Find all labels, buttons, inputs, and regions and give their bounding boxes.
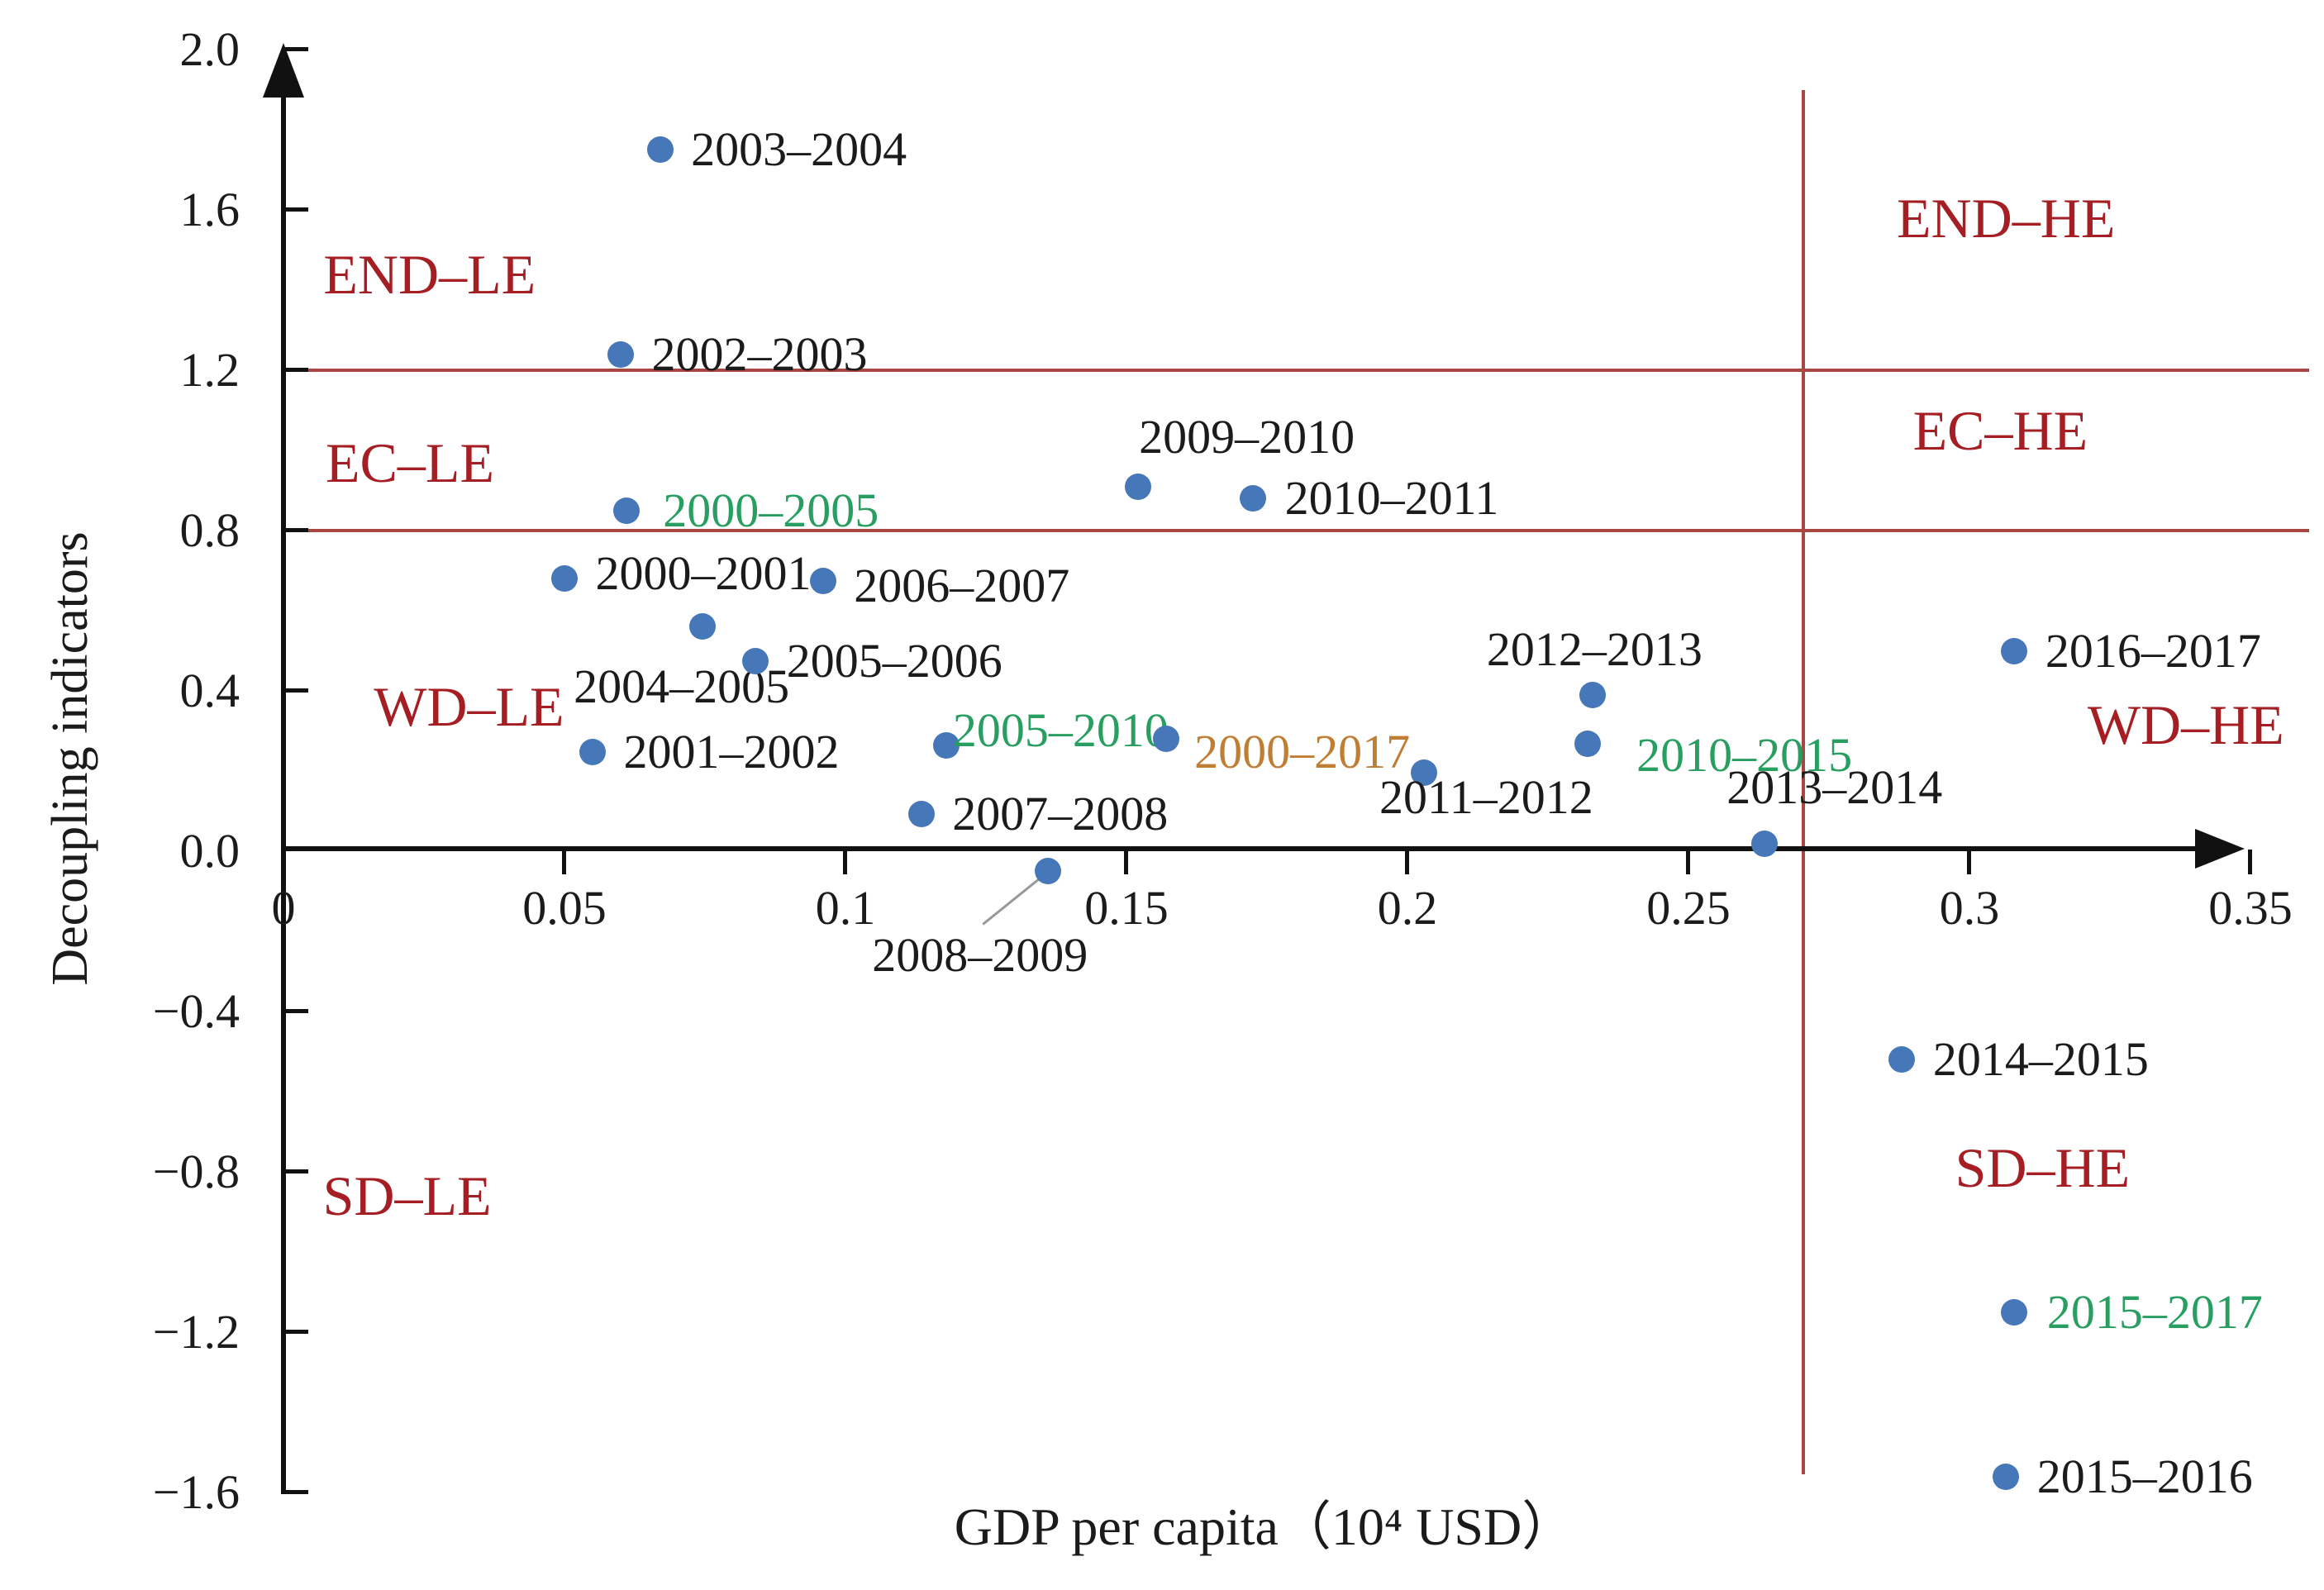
y-axis-tick [283,1009,308,1013]
data-point-label: 2000–2005 [663,483,879,537]
y-tick-label: −0.4 [152,984,240,1038]
quadrant-label: END–LE [323,242,536,306]
x-axis-tick [843,850,847,874]
y-tick-label: 1.2 [179,343,240,397]
y-axis-tick [283,1330,308,1334]
data-point-label: 2014–2015 [1932,1032,2149,1087]
quadrant-label: END–HE [1896,186,2116,250]
y-axis-line [281,50,286,1494]
data-point [551,565,578,593]
x-axis-tick [1967,850,1971,874]
data-point-label: 2002–2003 [651,326,868,381]
data-point-label: 2015–2017 [2046,1284,2263,1339]
data-point [742,647,769,674]
data-point [1411,759,1438,786]
data-point [688,613,716,640]
quadrant-label: SD–LE [322,1164,492,1228]
x-axis-tick [1405,850,1409,874]
y-axis-tick [283,368,308,372]
data-point [1240,485,1266,512]
data-point [1574,731,1601,758]
data-point [612,497,640,524]
data-point [1993,1463,2020,1490]
y-axis-tick [283,688,308,693]
data-point [1124,473,1151,500]
y-axis-tick [283,528,308,532]
y-tick-label: 0.4 [179,664,240,717]
data-point [607,340,634,368]
y-tick-label: −0.8 [152,1145,240,1198]
x-axis-tick [1686,850,1690,874]
data-point [1579,681,1607,708]
data-point-label: 2000–2001 [595,546,812,601]
data-point [1750,831,1778,858]
x-tick-label: 0.05 [522,881,607,935]
y-axis-tick [283,1490,308,1494]
data-point [2001,637,2028,664]
x-tick-label: 0.35 [2208,881,2293,935]
reference-line-x [1802,89,1806,1475]
x-axis-tick [1124,850,1128,874]
x-tick-label: 0.3 [1939,881,2000,935]
data-point [809,567,836,594]
data-point-label: 2010–2015 [1636,728,1853,783]
data-point [1152,726,1179,753]
data-point-label: 2013–2014 [1726,760,1943,815]
y-axis-tick [283,207,308,212]
data-point-label: 2016–2017 [2045,623,2261,678]
x-tick-label: 0.25 [1646,881,1731,935]
y-axis-tick [283,47,308,51]
quadrant-label: WD–LE [374,675,564,739]
data-point-label: 2007–2008 [952,786,1169,840]
data-point-label: 2011–2012 [1379,769,1593,824]
data-point-label: 2009–2010 [1139,409,1355,464]
x-tick-label: 0 [271,881,296,935]
data-point [646,136,674,164]
y-tick-label: 0.0 [179,824,240,878]
data-point [1888,1046,1916,1073]
data-point-label: 2005–2006 [786,633,1002,688]
y-axis-tick [283,1169,308,1173]
data-point [933,731,960,759]
data-point-label: 2008–2009 [872,928,1088,983]
data-point-label: 2012–2013 [1486,621,1703,676]
y-tick-label: 2.0 [179,22,240,76]
y-axis-arrowhead-icon [263,43,304,98]
x-tick-label: 0.2 [1377,881,1438,935]
data-point-label: 2003–2004 [691,122,907,177]
data-point [579,739,606,766]
y-axis-title: Decoupling indicators [42,531,98,986]
data-point [907,800,935,827]
x-tick-label: 0.15 [1084,881,1169,935]
y-tick-label: 0.8 [179,503,240,557]
y-tick-label: −1.6 [152,1465,240,1519]
x-axis-tick [2248,850,2252,874]
quadrant-label: EC–LE [326,431,494,494]
x-axis-title: GDP per capita（10⁴ USD） [954,1497,1575,1556]
x-axis-line [281,846,2202,851]
x-tick-label: 0.1 [815,881,876,935]
y-tick-label: −1.2 [152,1305,240,1359]
quadrant-label: SD–HE [1955,1136,2131,1200]
data-point [1034,858,1061,885]
x-axis-tick [562,850,566,874]
y-tick-label: 1.6 [179,183,240,236]
data-point [2001,1298,2028,1326]
data-point-label: 2015–2016 [2036,1449,2253,1503]
data-point-label: 2010–2011 [1284,471,1499,526]
data-point-label: 2000–2017 [1194,725,1411,779]
quadrant-label: EC–HE [1912,398,2088,462]
x-axis-arrowhead-icon [2195,829,2245,869]
reference-line-y [283,369,2310,372]
data-point-label: 2005–2010 [952,702,1169,757]
data-point-label: 2001–2002 [623,725,840,779]
reference-line-y [283,529,2310,532]
quadrant-label: WD–HE [2087,693,2284,757]
data-point-label: 2006–2007 [854,558,1070,612]
